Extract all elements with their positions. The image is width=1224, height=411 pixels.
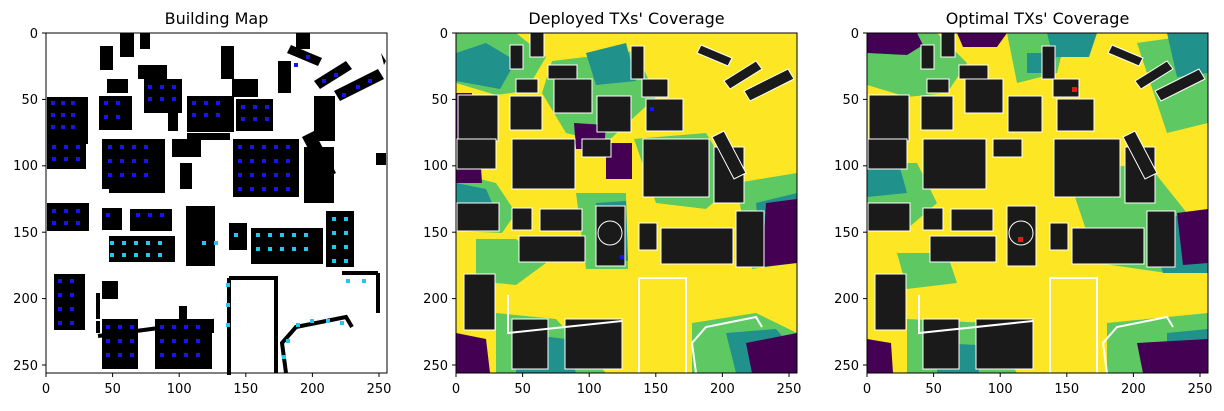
x-tick-label: 150 <box>1054 382 1079 397</box>
deployed-tx-marker <box>650 107 654 111</box>
y-tick-label: 250 <box>834 359 859 374</box>
coverage-walls <box>918 277 1174 374</box>
x-tick-label: 50 <box>104 382 121 397</box>
y-tick-label: 0 <box>851 27 859 42</box>
x-tick-label: 250 <box>1188 382 1213 397</box>
x-tick-label: 200 <box>1121 382 1146 397</box>
panel-title: Optimal TXs' Coverage <box>946 9 1130 28</box>
x-tick-label: 50 <box>514 382 531 397</box>
coverage-walls <box>507 277 763 374</box>
y-axis: 0 50 100 150 200 250 <box>423 27 456 374</box>
x-axis: 0 50 100 150 200 250 <box>452 373 802 397</box>
y-tick-label: 100 <box>834 159 859 174</box>
x-axis: 0 50 100 150 200 250 <box>863 373 1213 397</box>
rx-points-cyan <box>110 217 366 359</box>
coverage-buildings <box>867 32 1206 370</box>
panel-building-map: Building Map <box>13 9 391 397</box>
y-tick-label: 50 <box>431 93 448 108</box>
x-tick-label: 50 <box>925 382 942 397</box>
x-tick-label: 150 <box>643 382 668 397</box>
x-tick-label: 0 <box>452 382 460 397</box>
x-tick-label: 250 <box>777 382 802 397</box>
x-tick-label: 0 <box>42 382 50 397</box>
panel-optimal-coverage: Optimal TXs' Coverage <box>834 9 1212 397</box>
y-axis: 0 50 100 150 200 250 <box>13 27 46 374</box>
y-tick-label: 150 <box>834 226 859 241</box>
x-tick-label: 100 <box>577 382 602 397</box>
x-tick-label: 0 <box>863 382 871 397</box>
panel-title: Building Map <box>165 9 269 28</box>
x-tick-label: 250 <box>367 382 392 397</box>
x-axis: 0 50 100 150 200 250 <box>42 373 392 397</box>
optimal-tx-marker <box>1072 87 1077 92</box>
optimal-tx-marker <box>1018 237 1023 242</box>
y-tick-label: 100 <box>423 159 448 174</box>
x-tick-label: 100 <box>167 382 192 397</box>
y-tick-label: 0 <box>30 27 38 42</box>
y-tick-label: 50 <box>842 93 859 108</box>
coverage-low-zones <box>867 33 1208 373</box>
axes-frame <box>455 32 798 374</box>
x-tick-label: 200 <box>300 382 325 397</box>
x-tick-label: 100 <box>988 382 1013 397</box>
axes-frame <box>45 32 388 374</box>
y-tick-label: 200 <box>13 292 38 307</box>
x-tick-label: 200 <box>710 382 735 397</box>
y-tick-label: 200 <box>834 292 859 307</box>
y-tick-label: 200 <box>423 292 448 307</box>
axes-frame <box>866 32 1209 374</box>
coverage-buildings <box>456 32 795 370</box>
panel-deployed-coverage: Deployed TXs' Coverage <box>423 9 801 397</box>
deployed-tx-marker <box>620 255 624 259</box>
y-tick-label: 250 <box>13 359 38 374</box>
rx-points-blue <box>51 55 372 357</box>
y-tick-label: 150 <box>13 226 38 241</box>
x-tick-label: 150 <box>233 382 258 397</box>
y-axis: 0 50 100 150 200 250 <box>834 27 867 374</box>
y-tick-label: 50 <box>21 93 38 108</box>
panel-title: Deployed TXs' Coverage <box>528 9 724 28</box>
y-tick-label: 250 <box>423 359 448 374</box>
y-tick-label: 150 <box>423 226 448 241</box>
y-tick-label: 0 <box>440 27 448 42</box>
buildings <box>47 33 386 369</box>
y-tick-label: 100 <box>13 159 38 174</box>
